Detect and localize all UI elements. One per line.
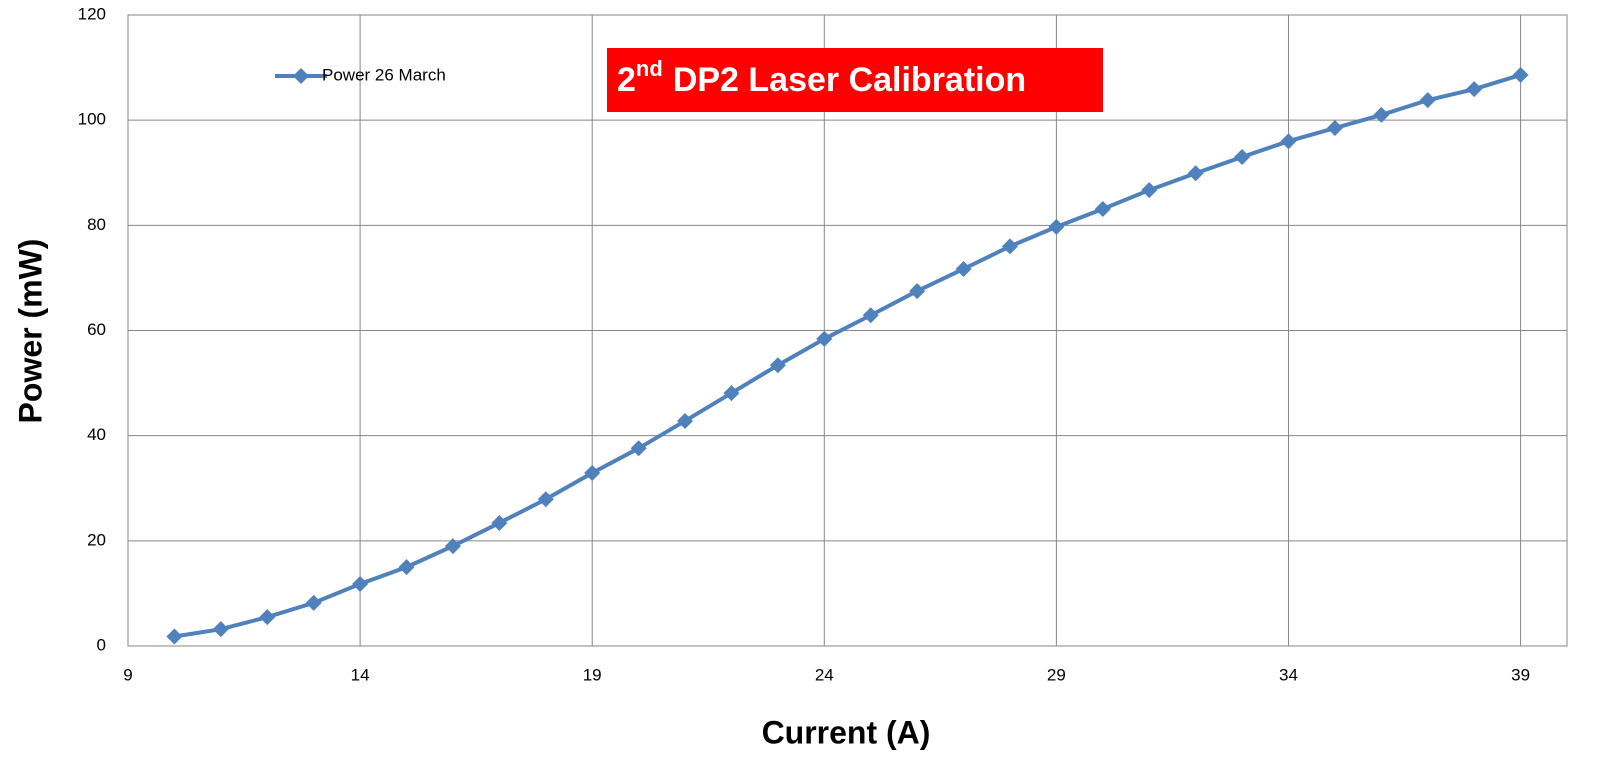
data-point (1280, 133, 1297, 150)
x-tick-label: 29 (1047, 665, 1066, 684)
grid (127, 14, 1568, 647)
data-point (305, 594, 322, 611)
y-tick-label: 60 (87, 320, 106, 339)
data-point (444, 538, 461, 555)
data-point (1512, 66, 1529, 83)
data-point (909, 283, 926, 300)
data-point (862, 307, 879, 324)
data-point (1466, 81, 1483, 98)
data-point (1187, 165, 1204, 182)
legend-marker (293, 68, 309, 84)
title-box (607, 48, 1103, 112)
x-tick-label: 9 (123, 665, 132, 684)
data-point (259, 609, 276, 626)
x-tick-label: 19 (583, 665, 602, 684)
y-tick-label: 40 (87, 425, 106, 444)
y-tick-label: 100 (78, 110, 106, 129)
data-point (1048, 218, 1065, 235)
x-tick-label: 34 (1279, 665, 1298, 684)
title-superscript: nd (636, 56, 663, 81)
data-point (1234, 148, 1251, 165)
data-point (352, 575, 369, 592)
x-tick-label: 24 (815, 665, 834, 684)
y-tick-label: 0 (97, 635, 106, 654)
title-text: DP2 Laser Calibration (673, 61, 1026, 99)
data-point (212, 621, 229, 638)
chart-title: 2nd DP2 Laser Calibration (617, 56, 1026, 99)
legend-label: Power 26 March (322, 65, 446, 84)
data-point (630, 440, 647, 457)
data-point (584, 465, 601, 482)
data-point (1326, 120, 1343, 137)
data-point (816, 330, 833, 347)
data-point (723, 385, 740, 402)
data-point (1094, 201, 1111, 218)
data-point (677, 412, 694, 429)
y-axis-label: Power (mW) (12, 239, 48, 424)
x-tick-label: 14 (351, 665, 370, 684)
data-point (1419, 92, 1436, 109)
y-tick-label: 80 (87, 215, 106, 234)
y-tick-label: 20 (87, 530, 106, 549)
data-point (955, 260, 972, 277)
series-line (174, 73, 1522, 639)
data-point (537, 491, 554, 508)
data-point (1373, 106, 1390, 123)
y-tick-label: 120 (78, 4, 106, 23)
data-point (166, 628, 183, 645)
x-axis-label: Current (A) (762, 714, 931, 750)
data-point (491, 514, 508, 531)
data-point (1141, 182, 1158, 199)
data-point (769, 357, 786, 374)
data-point (398, 559, 415, 576)
title-number: 2 (617, 61, 636, 99)
x-tick-label: 39 (1511, 665, 1530, 684)
data-point (1001, 238, 1018, 255)
